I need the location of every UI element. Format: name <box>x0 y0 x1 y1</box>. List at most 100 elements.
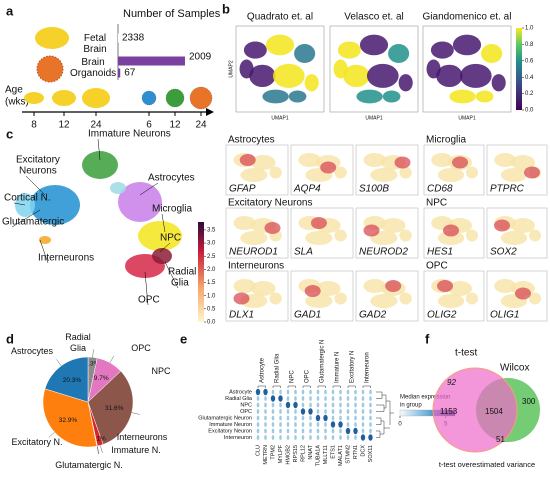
panel-label: c <box>6 126 13 141</box>
violin <box>316 428 320 434</box>
column-bracket <box>347 385 356 388</box>
column-header: Immature N <box>334 352 340 383</box>
venn-count: 51 <box>496 435 505 444</box>
leader-line <box>144 271 149 306</box>
category-label: Brain Organoids <box>70 57 117 79</box>
column-header: Radial Glia <box>274 353 280 383</box>
colorbar-label: Median expression <box>400 395 450 401</box>
violin <box>301 396 305 401</box>
violin <box>369 402 372 408</box>
violin <box>309 428 312 434</box>
violin <box>339 396 342 401</box>
umap-cluster <box>110 182 126 194</box>
umap-x-label: UMAP1 <box>458 115 475 121</box>
violin <box>286 415 290 421</box>
gene-tile-cells <box>370 168 398 182</box>
violin <box>263 388 268 396</box>
bar <box>118 68 121 78</box>
violin <box>286 428 290 434</box>
violin <box>354 396 357 401</box>
row-label: Excitatory Neuron <box>208 428 252 434</box>
umap-cluster <box>265 34 295 56</box>
gene-label: AQP4 <box>293 184 321 195</box>
pie-category-label: Interneurons <box>116 432 168 442</box>
violin <box>331 396 335 401</box>
row-label: Interneuron <box>224 435 252 441</box>
gene-label: SOX2 <box>490 247 517 258</box>
category-label: Fetal Brain <box>83 33 107 55</box>
violin <box>331 409 335 414</box>
pie-value-label: 20.3% <box>63 377 82 384</box>
umap-cluster <box>356 89 383 104</box>
violin <box>309 389 312 395</box>
gene-label: STMN2 <box>345 445 351 464</box>
violin <box>270 395 276 402</box>
gene-tile-cells <box>437 294 465 308</box>
violin <box>301 402 305 408</box>
violin <box>271 422 275 427</box>
column-header: Interneuron <box>364 352 370 383</box>
pie-slice <box>42 388 98 448</box>
gene-label: OLIG2 <box>427 310 457 321</box>
violin <box>271 409 275 414</box>
umap-cluster <box>491 74 506 92</box>
leader-line <box>13 202 26 206</box>
gene-group-title: Microglia <box>426 135 466 146</box>
umap-cluster <box>382 90 401 103</box>
gene-label: RPS15 <box>293 445 299 462</box>
age-tick-label: 6 <box>146 120 152 131</box>
venn-count: 1153 <box>440 407 458 416</box>
row-label: Glutamatergic Neuron <box>198 415 252 421</box>
column-header: NPC <box>289 370 295 383</box>
gene-tile-cells <box>305 294 333 308</box>
umap-cluster <box>152 248 172 264</box>
bar <box>118 33 196 43</box>
gene-tile-cells <box>380 218 406 233</box>
pie-category-label: OPC <box>131 343 151 353</box>
age-tick-label: 8 <box>31 120 37 131</box>
panel-label: b <box>222 1 230 16</box>
cluster-label: Cortical N. <box>4 193 51 204</box>
violin <box>354 435 357 440</box>
pie-value-label: 3.3% <box>85 361 100 368</box>
violin <box>294 396 297 401</box>
violin <box>369 396 372 401</box>
violin <box>354 402 357 408</box>
gene-label: MYLPF <box>278 444 284 463</box>
leader-line <box>139 182 159 196</box>
gene-tile-hotspot <box>385 280 402 292</box>
cluster-label: Immature Neurons <box>88 129 171 140</box>
gene-tile-cells <box>240 168 268 182</box>
violin <box>354 409 357 414</box>
leader-line <box>109 355 115 363</box>
column-bracket <box>272 385 281 388</box>
violin <box>324 435 327 440</box>
gene-label: SOX11 <box>368 445 374 462</box>
age-tick-label: 12 <box>58 120 70 131</box>
violin <box>309 402 312 408</box>
umap-cluster <box>459 63 492 88</box>
violin <box>331 402 335 408</box>
colorbar-tick-label: 1.5 <box>207 280 216 286</box>
column-header: OPC <box>304 369 310 383</box>
violin <box>256 409 260 414</box>
bar-value-label: 2338 <box>122 33 145 44</box>
violin <box>345 427 351 435</box>
violin <box>316 409 320 414</box>
pie-value-label: 2.1% <box>91 436 106 443</box>
umap-title: Velasco et. al <box>344 12 403 23</box>
violin <box>338 421 343 428</box>
violin <box>279 428 282 434</box>
gene-tile-cells <box>511 155 535 170</box>
gene-tile <box>290 207 354 259</box>
gene-tile-cells <box>334 166 347 179</box>
gene-label: RPL12 <box>300 445 306 462</box>
umap-title: Giandomenico et. al <box>423 12 512 23</box>
violin <box>346 396 350 401</box>
violin <box>354 389 357 395</box>
umap-cluster <box>138 221 182 251</box>
violin <box>279 422 282 427</box>
leader-line <box>96 446 99 454</box>
umap-title: Quadrato et. al <box>247 12 313 23</box>
pie-category-label: NPC <box>151 366 171 376</box>
